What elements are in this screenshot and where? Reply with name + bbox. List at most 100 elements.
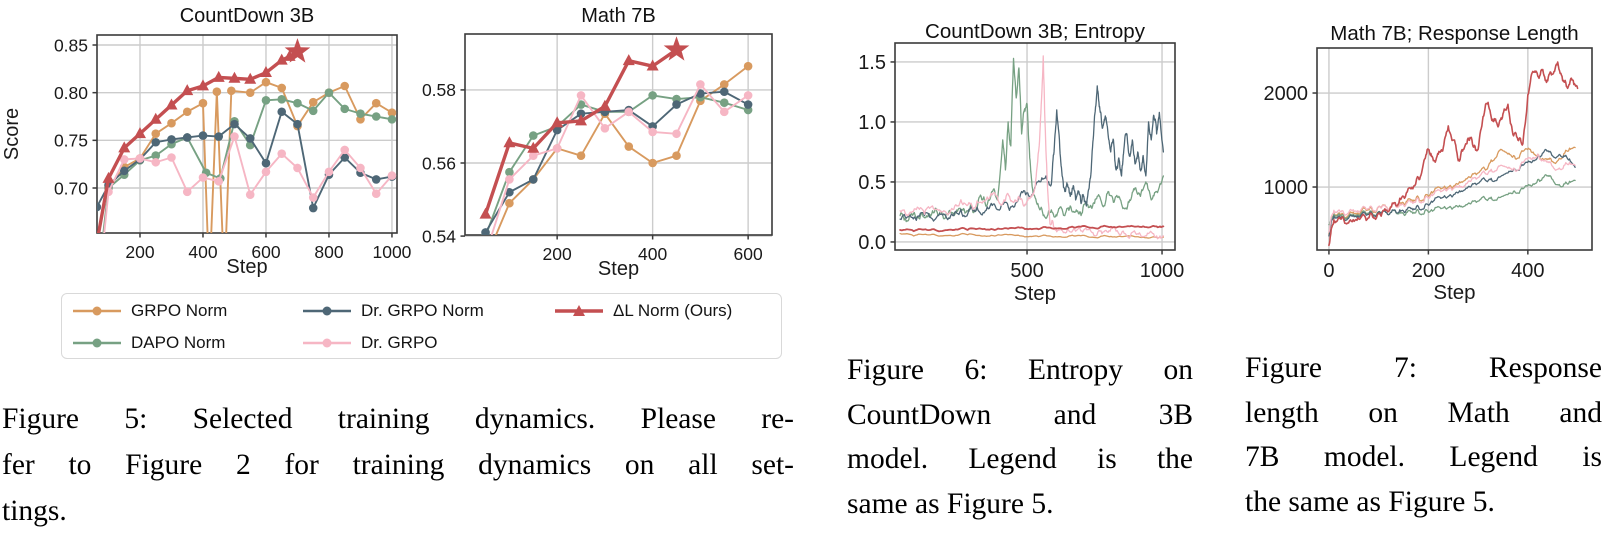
caption-line: model. Legend is the: [847, 443, 1193, 475]
y-tick-label: 1.0: [858, 112, 886, 134]
caption-line: 7B model. Legend is: [1245, 441, 1602, 473]
chart-countdown-3b-score: 200 400 600 800 1000 0.70 0.75 0.80 0.85 CountDow…: [1, 5, 412, 278]
series-dl_norm: [1328, 61, 1579, 247]
x-tick-label: 200: [1412, 260, 1445, 282]
x-tick-label: 1000: [1140, 260, 1185, 282]
x-tick-label: 1000: [372, 242, 411, 262]
marker: [230, 119, 239, 129]
marker: [167, 135, 176, 144]
marker: [119, 155, 129, 164]
marker: [505, 187, 514, 197]
caption-line: same as Figure 5.: [847, 487, 1054, 520]
star-marker: [284, 38, 311, 63]
marker: [245, 88, 255, 97]
marker: [743, 91, 753, 100]
marker: [719, 98, 729, 108]
series-dr_grpo_norm: [1328, 148, 1576, 237]
x-tick-label: 400: [638, 244, 667, 264]
caption-line: Figure 5: Selected training dynamics. Pl…: [2, 403, 794, 435]
marker: [672, 129, 681, 139]
marker: [528, 151, 538, 160]
marker: [261, 77, 271, 87]
marker: [96, 252, 105, 261]
series-dr_grpo_norm: [484, 90, 750, 234]
plot-border: [1316, 47, 1593, 251]
marker: [244, 72, 257, 84]
marker: [261, 158, 271, 168]
caption-line: the same as Figure 5.: [1245, 485, 1495, 518]
marker: [387, 108, 397, 117]
legend-sample-dr-grpo-icon: [303, 338, 351, 348]
legend-sample-dl-norm-icon: [555, 305, 603, 316]
star-marker: [663, 36, 690, 61]
marker: [528, 175, 538, 184]
y-tick-label: 0.70: [54, 178, 88, 198]
marker: [182, 133, 192, 142]
marker: [528, 131, 538, 140]
marker: [576, 109, 586, 118]
x-tick-label: 500: [1010, 260, 1043, 282]
series-dapo_norm: [102, 91, 393, 233]
marker: [277, 107, 287, 117]
series-dapo_norm: [484, 94, 750, 235]
series-grpo_norm: [1328, 146, 1576, 235]
plot-border: [96, 34, 398, 234]
caption-line: CountDown and 3B: [847, 398, 1193, 431]
marker: [481, 256, 490, 265]
marker: [293, 119, 302, 129]
figure7-caption: Figure 7: Response length on Math and 7B…: [1245, 346, 1602, 524]
x-axis-label: Step: [1433, 281, 1475, 304]
chart-math-7b-response-length: 0 200 400 1000 2000 Math 7B; Response Length S…: [1264, 22, 1593, 304]
caption-line: tings.: [2, 495, 67, 527]
x-axis-label: Step: [598, 258, 639, 280]
marker: [181, 84, 194, 96]
figure6-caption: Figure 6: Entropy on CountDown and 3B mo…: [847, 348, 1193, 526]
marker: [552, 144, 562, 153]
marker: [371, 189, 381, 199]
x-tick-label: 600: [251, 242, 280, 262]
marker: [719, 80, 729, 89]
y-tick-label: 0.0: [858, 232, 886, 254]
x-tick-label: 800: [314, 242, 343, 262]
x-axis-label: Step: [1014, 282, 1056, 305]
marker: [308, 97, 318, 107]
marker: [182, 107, 192, 117]
marker: [479, 207, 492, 219]
legend-sample-dapo-norm-icon: [73, 338, 121, 348]
marker: [245, 134, 255, 143]
legend-item-grpo-norm: GRPO Norm: [72, 301, 227, 321]
marker: [198, 173, 208, 182]
marker: [198, 98, 208, 108]
plot-border: [894, 42, 1176, 251]
marker: [340, 104, 350, 114]
marker: [212, 87, 222, 97]
marker: [324, 167, 334, 177]
marker: [340, 81, 350, 91]
marker: [277, 95, 287, 104]
chart-title: CountDown 3B; Entropy: [925, 20, 1146, 43]
y-tick-label: 0.56: [422, 153, 456, 173]
marker: [212, 70, 225, 82]
figure5-caption: Figure 5: Selected training dynamics. Pl…: [2, 396, 794, 534]
x-axis-label: Step: [226, 256, 267, 278]
chart-countdown-3b-entropy: 500 1000 0.0 0.5 1.0 1.5 CountDown 3B; Entropy…: [858, 20, 1185, 305]
marker: [165, 98, 178, 110]
marker: [356, 163, 365, 173]
marker: [624, 107, 634, 117]
series-dr_grpo: [490, 83, 750, 235]
marker: [646, 59, 659, 71]
x-tick-label: 400: [188, 242, 217, 262]
legend-sample-dr-grpo-norm-icon: [303, 306, 351, 316]
caption-line: Figure 7: Response: [1245, 352, 1602, 384]
marker: [230, 132, 239, 141]
marker: [102, 171, 115, 183]
marker: [275, 53, 288, 65]
marker: [293, 98, 302, 108]
series-dl_norm: [899, 224, 1165, 233]
marker: [293, 163, 302, 173]
marker: [371, 175, 381, 184]
x-tick-label: 200: [543, 244, 572, 264]
x-tick-label: 400: [1511, 260, 1544, 282]
marker: [97, 202, 102, 212]
marker: [356, 109, 365, 118]
